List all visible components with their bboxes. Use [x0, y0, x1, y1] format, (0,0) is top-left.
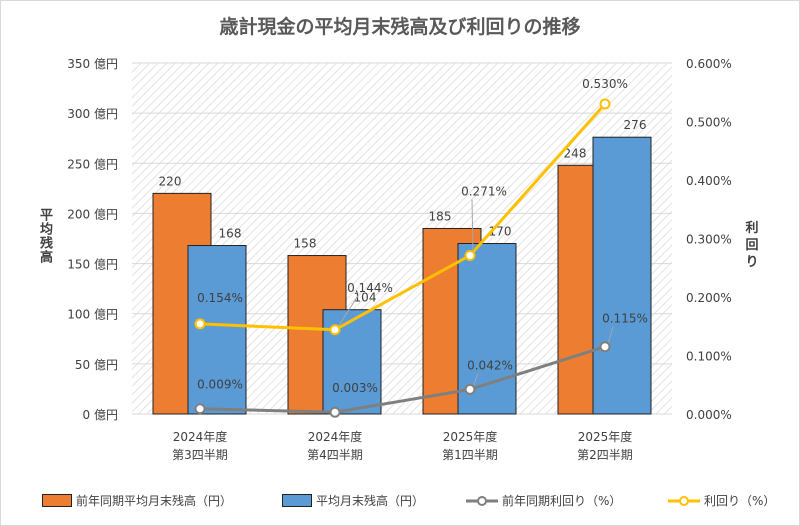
bar-data-label: 104	[354, 291, 377, 305]
x-tick-label: 2024年度	[308, 429, 363, 444]
yield-data-label: 0.154%	[197, 291, 243, 305]
yield-point	[599, 98, 611, 110]
prev-year-yield-point	[329, 406, 341, 418]
bar-data-label: 158	[294, 237, 317, 251]
yield-line	[199, 102, 607, 332]
legend-swatch	[42, 494, 72, 507]
x-tick-label: 第1四半期	[442, 448, 498, 462]
legend-label: 前年同期利回り（%）	[502, 494, 622, 508]
legend-line-marker-icon	[668, 495, 700, 506]
leader-line	[471, 199, 474, 253]
y-right-tick-label: 0.400%	[686, 174, 732, 188]
y-right-axis-label-char: 利	[745, 220, 758, 236]
prev-year-yield-data-label: 0.009%	[197, 378, 243, 392]
x-tick-label: 2025年度	[443, 429, 498, 444]
y-right-tick-label: 0.200%	[686, 291, 732, 305]
prev-year-yield-line	[199, 345, 606, 414]
y-right-axis-label-char: 回	[745, 238, 758, 253]
legend-item: 前年同期利回り（%）	[466, 492, 621, 509]
y-left-tick-label: 100 億円	[67, 308, 118, 322]
legend-line-marker-icon	[466, 495, 498, 506]
leader-line	[607, 326, 614, 344]
y-right-tick-label: 0.100%	[686, 350, 732, 364]
prev-year-yield-point	[464, 383, 476, 395]
prev-year-yield-point	[599, 341, 611, 353]
yield-point	[194, 318, 206, 330]
y-right-tick-label: 0.500%	[686, 116, 732, 130]
prev-year-yield-data-label: 0.115%	[602, 312, 648, 326]
prev-year-yield-data-label: 0.042%	[467, 358, 513, 372]
legend-label: 平均月末残高（円）	[316, 494, 425, 508]
legend-item: 利回り（%）	[668, 492, 775, 509]
y-left-axis-label: 平均残高	[37, 208, 52, 264]
bar-balance	[592, 136, 652, 415]
prev-year-yield-point	[194, 403, 206, 415]
y-right-tick-label: 0.000%	[686, 408, 732, 422]
leader-line	[472, 373, 479, 387]
y-left-tick-label: 250 億円	[67, 157, 118, 171]
y-right-axis-label-char: り	[745, 255, 758, 270]
y-left-tick-label: 300 億円	[67, 107, 118, 121]
leader-line	[337, 295, 359, 328]
yield-point	[464, 249, 476, 261]
yield-data-label: 0.530%	[582, 77, 628, 91]
yield-data-label: 0.144%	[347, 281, 393, 295]
y-left-tick-label: 0 億円	[83, 408, 118, 422]
legend-item: 平均月末残高（円）	[282, 492, 424, 509]
y-left-tick-label: 150 億円	[67, 258, 118, 272]
chart-title: 歳計現金の平均月末残高及び利回りの推移	[219, 16, 581, 38]
bar-balance	[322, 309, 382, 415]
legend-label: 利回り（%）	[704, 494, 776, 508]
y-right-tick-label: 0.300%	[686, 233, 732, 247]
bar-data-label: 185	[429, 209, 452, 223]
bar-data-label: 248	[564, 146, 587, 160]
legend-swatch	[282, 494, 312, 507]
x-tick-label: 第2四半期	[577, 448, 633, 462]
y-left-tick-label: 200 億円	[67, 207, 118, 221]
x-tick-label: 2025年度	[578, 429, 633, 444]
bar-balance	[187, 245, 247, 415]
x-tick-label: 2024年度	[173, 429, 228, 444]
y-right-tick-label: 0.600%	[686, 57, 732, 71]
y-left-tick-label: 350 億円	[67, 57, 118, 71]
prev-year-yield-data-label: 0.003%	[332, 381, 378, 395]
bar-data-label: 168	[219, 227, 242, 241]
x-tick-label: 第3四半期	[172, 448, 228, 462]
bar-data-label: 276	[624, 118, 647, 132]
x-tick-label: 第4四半期	[307, 448, 363, 462]
y-left-tick-label: 50 億円	[75, 358, 118, 372]
yield-data-label: 0.271%	[461, 184, 507, 198]
yield-point	[329, 324, 341, 336]
legend-label: 前年同期平均月末残高（円）	[76, 494, 233, 508]
bar-data-label: 220	[159, 174, 182, 188]
legend-item: 前年同期平均月末残高（円）	[42, 492, 232, 509]
